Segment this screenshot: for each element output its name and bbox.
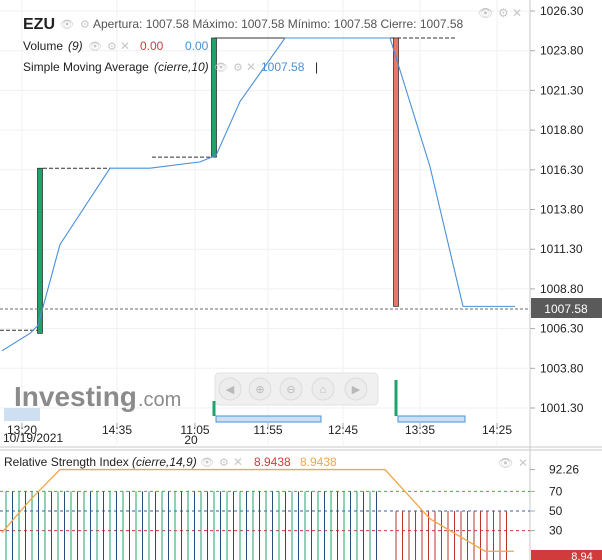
volume-legend-name: Volume: [23, 39, 63, 53]
zoom-out-button[interactable]: ⊖: [279, 377, 303, 401]
volume-bar: [394, 380, 398, 416]
price-tick-label: 1006.30: [540, 322, 584, 336]
sma-line: [1, 37, 515, 352]
rsi-tick-label: 92.26: [549, 463, 579, 477]
arrow-right-icon: ▶: [352, 384, 361, 396]
rsi-eye-icon[interactable]: 👁: [200, 457, 214, 469]
price-tick-label: 1003.80: [540, 361, 584, 375]
price-tick-label: 1013.80: [540, 203, 584, 217]
reset-zoom-icon: ⌂: [320, 384, 327, 396]
volume-legend-value2: 0.00: [185, 39, 209, 53]
price-tick-label: 1011.30: [540, 242, 583, 256]
scroll-right-button[interactable]: ▶: [344, 377, 368, 401]
gear-icon[interactable]: ⚙: [80, 19, 90, 31]
time-tick-label: 13:20: [7, 423, 37, 437]
rsi-legend-value2: 8.9438: [300, 455, 337, 469]
rsi-path: [1, 468, 514, 552]
candle-body[interactable]: [393, 37, 399, 307]
volume-area-middle: [215, 415, 322, 423]
rsi-tick-label: 50: [549, 504, 563, 518]
main-close-icon[interactable]: ✕: [512, 6, 522, 20]
zoom-in-button[interactable]: ⊕: [248, 377, 272, 401]
time-tick-label: 11:05: [180, 423, 209, 437]
volume-close-icon[interactable]: ✕: [120, 39, 130, 53]
arrow-left-icon: ◀: [226, 384, 235, 396]
rsi-signal-lines: [5, 491, 507, 560]
volume-bars: [4, 380, 466, 423]
time-tick-label: 14:25: [482, 423, 512, 437]
nav-toolbar: ◀ ⊕ ⊖ ⌂ ▶: [214, 372, 379, 406]
rsi-gear-icon[interactable]: ⚙: [219, 457, 229, 469]
time-tick-label: 11:55: [253, 423, 282, 437]
candle-body[interactable]: [37, 167, 43, 334]
rsi-legend-name: Relative Strength Index: [4, 455, 129, 469]
main-eye-icon[interactable]: 👁: [478, 6, 493, 20]
rsi-line: [1, 468, 514, 552]
zoom-in-icon: ⊕: [255, 384, 264, 396]
last-price-badge: 1007.58: [531, 298, 602, 318]
price-tick-label: 1026.30: [540, 4, 584, 18]
sma-legend-value: 1007.58: [261, 60, 305, 74]
price-tick-label: 1001.30: [540, 401, 584, 415]
time-tick-label: 13:35: [405, 423, 435, 437]
legend-cursor: |: [315, 60, 318, 74]
scroll-left-button[interactable]: ◀: [218, 377, 242, 401]
rsi-last-badge: 8.94: [531, 550, 602, 560]
sma-close-icon[interactable]: ✕: [246, 60, 256, 74]
volume-legend-value: 0.00: [140, 39, 164, 53]
main-window-controls: 👁 ⚙ ✕: [478, 6, 522, 20]
price-tick-label: 1021.30: [540, 83, 584, 97]
rsi-last-badge-text: 8.94: [571, 551, 592, 560]
price-axis-ticks: 1026.30 1023.80 1021.30 1018.80 1016.30 1013.…: [530, 4, 584, 415]
watermark-suffix: .com: [138, 389, 181, 411]
rsi-pane-close-icon[interactable]: ✕: [518, 456, 528, 470]
volume-legend-param: (9): [68, 39, 83, 53]
volume-area-left: [4, 408, 40, 421]
volume-gear-icon[interactable]: ⚙: [107, 41, 117, 53]
volume-eye-icon[interactable]: 👁: [88, 41, 102, 53]
sma-gear-icon[interactable]: ⚙: [233, 62, 243, 74]
rsi-close-icon[interactable]: ✕: [233, 455, 243, 469]
rsi-pane-eye-icon[interactable]: 👁: [498, 456, 513, 470]
volume-bar: [212, 401, 216, 416]
main-gear-icon[interactable]: ⚙: [498, 6, 509, 20]
sma-legend-name: Simple Moving Average: [23, 60, 149, 74]
price-tick-label: 1016.30: [540, 163, 584, 177]
date-label: 10/19/2021: [3, 431, 63, 445]
investing-watermark: Investing .com: [14, 381, 181, 412]
symbol-title: EZU: [23, 16, 55, 33]
last-price-badge-bg: [531, 298, 602, 318]
rsi-pane[interactable]: 92.26 70 50 30 Relative Strength Index (cie…: [0, 455, 602, 560]
rsi-legend-value1: 8.9438: [254, 455, 291, 469]
time-tick-sublabel: 20: [184, 433, 198, 447]
eye-icon[interactable]: 👁: [60, 19, 74, 31]
price-tick-label: 1018.80: [540, 123, 584, 137]
rsi-tick-label: 70: [549, 484, 563, 498]
zoom-out-icon: ⊖: [286, 384, 295, 396]
watermark-brand: Investing: [14, 381, 137, 412]
reset-zoom-button[interactable]: ⌂: [311, 377, 335, 401]
rsi-levels: [0, 490, 530, 532]
price-tick-label: 1023.80: [540, 44, 584, 58]
candles: [0, 37, 456, 334]
time-tick-label: 14:35: [102, 423, 132, 437]
volume-area-right: [397, 415, 466, 423]
sma-legend-param: (cierre,10): [154, 60, 209, 74]
candle-body[interactable]: [211, 37, 217, 158]
ohlc-values: Apertura: 1007.58 Máximo: 1007.58 Mínimo…: [93, 17, 464, 31]
price-tick-label: 1008.80: [540, 282, 584, 296]
rsi-axis-ticks: 92.26 70 50 30: [530, 463, 579, 538]
rsi-legend-param: (cierre,14,9): [132, 455, 197, 469]
main-legend: EZU 👁 ⚙ Apertura: 1007.58 Máximo: 1007.5…: [23, 16, 464, 74]
time-tick-label: 12:45: [328, 423, 358, 437]
rsi-tick-label: 30: [549, 524, 563, 538]
sma-path: [1, 37, 515, 352]
last-price-badge-text: 1007.58: [544, 302, 588, 316]
sma-eye-icon[interactable]: 👁: [214, 62, 228, 74]
rsi-last-badge-bg: [531, 550, 602, 560]
